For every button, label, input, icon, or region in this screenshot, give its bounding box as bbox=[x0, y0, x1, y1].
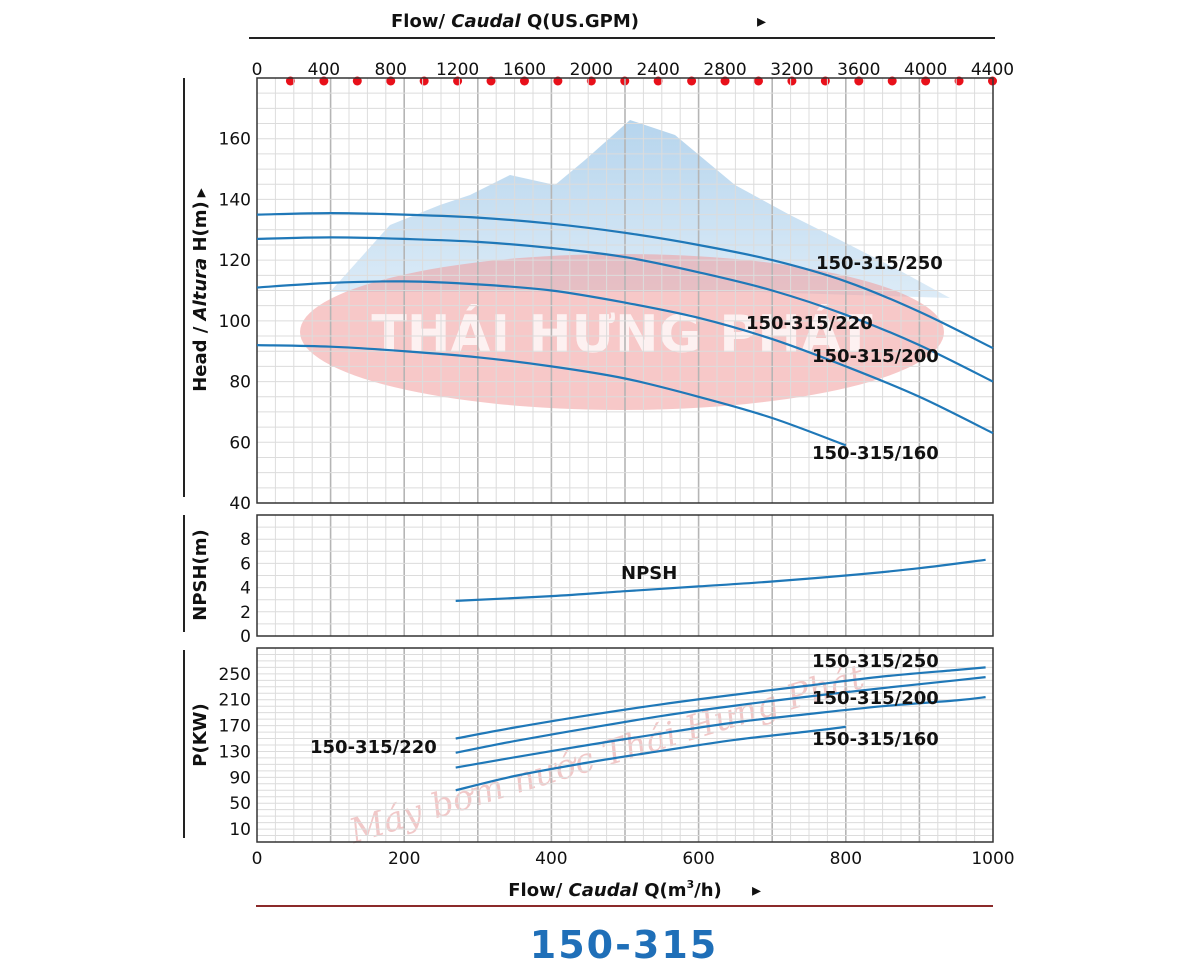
head-series-line-150-315-250 bbox=[256, 211, 994, 350]
power-curve-labels: 150-315/250 150-315/200 150-315/160 150-… bbox=[310, 651, 939, 758]
head-series-line-150-315-220 bbox=[256, 236, 994, 383]
npsh-curve-label: NPSH bbox=[621, 563, 677, 584]
power-tick-label: 250 bbox=[219, 665, 251, 685]
bottom-axis-arrow-icon: ▸ bbox=[752, 880, 761, 901]
head-curve-labels: 150-315/250 150-315/220 150-315/200 150-… bbox=[746, 253, 943, 464]
head-tick-label: 40 bbox=[229, 494, 251, 514]
power-series-line-150-315-220 bbox=[455, 676, 986, 754]
power-tick-label: 130 bbox=[219, 742, 251, 762]
power-tick-label: 170 bbox=[219, 717, 251, 737]
top-tick-label: 800 bbox=[375, 60, 407, 80]
head-label-220: 150-315/220 bbox=[746, 313, 873, 334]
watermark-mountain bbox=[330, 120, 950, 298]
power-panel: 10 50 90 130 170 210 250 bbox=[219, 647, 994, 843]
head-axis-title: Head / Altura H(m)▸ bbox=[190, 188, 211, 392]
head-tick-label: 120 bbox=[219, 251, 251, 271]
npsh-frame bbox=[256, 514, 994, 637]
npsh-panel: 0 2 4 6 8 bbox=[240, 514, 994, 647]
top-tick-label: 1200 bbox=[436, 60, 479, 80]
top-tick-label: 400 bbox=[308, 60, 340, 80]
head-frame bbox=[256, 77, 994, 504]
top-tick-label: 3600 bbox=[837, 60, 880, 80]
power-label-200: 150-315/200 bbox=[812, 688, 939, 709]
head-series-line-150-315-160 bbox=[256, 344, 847, 447]
top-tick-label: 1600 bbox=[503, 60, 546, 80]
head-tick-label: 60 bbox=[229, 433, 251, 453]
npsh-tick-label: 2 bbox=[240, 603, 251, 623]
head-panel: 40 60 80 100 120 140 160 bbox=[219, 77, 994, 514]
npsh-tick-label: 0 bbox=[240, 627, 251, 647]
npsh-tick-label: 4 bbox=[240, 579, 251, 599]
head-tick-label: 80 bbox=[229, 373, 251, 393]
top-tick-label: 4400 bbox=[971, 60, 1014, 80]
model-title: 150-315 bbox=[530, 923, 718, 967]
head-label-200: 150-315/200 bbox=[812, 346, 939, 367]
power-label-160: 150-315/160 bbox=[812, 729, 939, 750]
power-tick-label: 10 bbox=[229, 820, 251, 840]
power-series-line-150-315-250 bbox=[455, 666, 986, 740]
power-axis-title: P(KW) bbox=[190, 703, 211, 766]
head-series-line-150-315-200 bbox=[256, 280, 994, 435]
top-tick-label: 2400 bbox=[637, 60, 680, 80]
npsh-series-line-npsh bbox=[455, 558, 986, 602]
bottom-tick-label: 600 bbox=[682, 849, 714, 869]
top-tick-label: 2800 bbox=[703, 60, 746, 80]
head-label-160: 150-315/160 bbox=[812, 443, 939, 464]
power-tick-label: 50 bbox=[229, 794, 251, 814]
top-tick-label: 4000 bbox=[904, 60, 947, 80]
head-tick-label: 160 bbox=[219, 130, 251, 150]
power-frame bbox=[256, 647, 994, 843]
head-tick-label: 140 bbox=[219, 190, 251, 210]
bottom-tick-label: 0 bbox=[252, 849, 263, 869]
top-axis-arrow-icon: ▸ bbox=[757, 11, 766, 32]
power-tick-label: 90 bbox=[229, 768, 251, 788]
top-tick-label: 2000 bbox=[570, 60, 613, 80]
top-axis-title: Flow/ Caudal Q(US.GPM) bbox=[391, 11, 639, 32]
power-label-250: 150-315/250 bbox=[812, 651, 939, 672]
power-label-220: 150-315/220 bbox=[310, 737, 437, 758]
top-tick-label: 0 bbox=[252, 60, 263, 80]
power-tick-label: 210 bbox=[219, 691, 251, 711]
power-series-line-150-315-200 bbox=[455, 696, 986, 769]
bottom-tick-label: 400 bbox=[535, 849, 567, 869]
npsh-tick-label: 8 bbox=[240, 530, 251, 550]
bottom-axis-title: Flow/ Caudal Q(m3/h) bbox=[508, 878, 722, 901]
bottom-tick-label: 1000 bbox=[971, 849, 1014, 869]
power-series-line-150-315-160 bbox=[455, 725, 846, 792]
bottom-tick-label: 200 bbox=[388, 849, 420, 869]
top-tick-label: 3200 bbox=[770, 60, 813, 80]
bottom-tick-label: 800 bbox=[830, 849, 862, 869]
head-tick-label: 100 bbox=[219, 312, 251, 332]
head-label-250: 150-315/250 bbox=[816, 253, 943, 274]
npsh-axis-title: NPSH(m) bbox=[190, 529, 211, 621]
npsh-tick-label: 6 bbox=[240, 554, 251, 574]
